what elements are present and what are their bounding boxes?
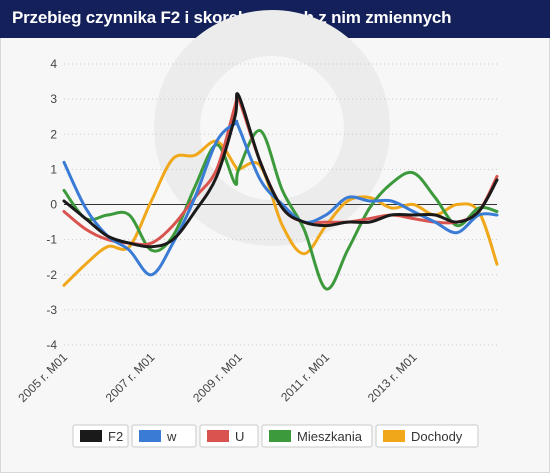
legend-label: U (235, 429, 244, 444)
legend-label: Mieszkania (297, 429, 363, 444)
series-line-f2 (62, 92, 499, 249)
legend-swatch (80, 430, 102, 442)
legend-swatch (139, 430, 161, 442)
legend-label: Dochody (411, 429, 463, 444)
legend-label: w (166, 429, 177, 444)
legend-swatch (383, 430, 405, 442)
y-tick-label: 3 (50, 92, 57, 106)
y-tick-label: -2 (46, 268, 57, 282)
x-tick-label: 2005 r. M01 (15, 350, 70, 405)
x-tick-label: 2011 r. M01 (278, 350, 332, 404)
x-tick-label: 2009 r. M01 (190, 350, 245, 405)
y-tick-label: -4 (46, 338, 57, 352)
y-tick-label: 4 (50, 57, 57, 71)
y-tick-label: 0 (50, 198, 57, 212)
legend-label: F2 (108, 429, 123, 444)
y-tick-label: 1 (50, 162, 57, 176)
y-tick-label: -1 (46, 233, 57, 247)
y-tick-label: 2 (50, 127, 57, 141)
legend-swatch (207, 430, 229, 442)
series-line-w (62, 119, 499, 277)
watermark-logo (154, 10, 390, 246)
x-tick-label: 2007 r. M01 (103, 350, 158, 405)
y-tick-label: -3 (46, 303, 57, 317)
x-tick-label: 2013 r. M01 (365, 350, 420, 405)
series-line-mieszkania (62, 129, 499, 291)
legend-swatch (269, 430, 291, 442)
